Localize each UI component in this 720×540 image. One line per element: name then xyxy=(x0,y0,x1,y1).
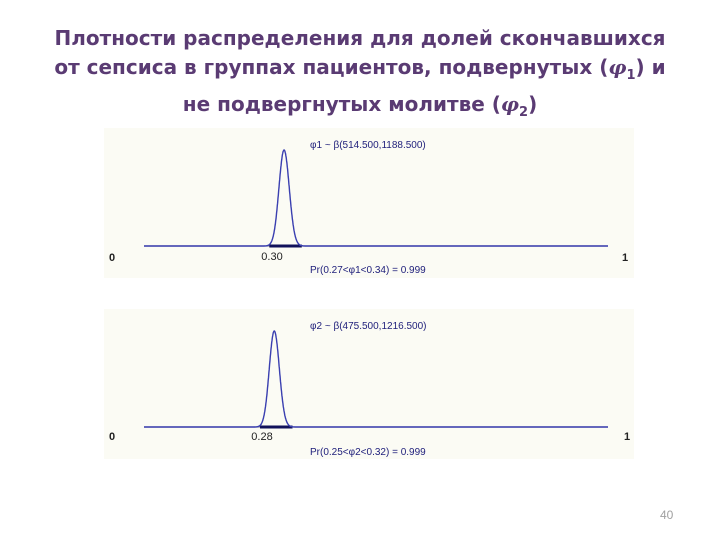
x-min-label: 0 xyxy=(109,252,115,264)
mean-tick-label: 0.28 xyxy=(251,431,272,443)
probability-label: Pr(0.25<φ2<0.32) = 0.999 xyxy=(310,447,426,458)
mean-tick-label: 0.30 xyxy=(261,251,282,263)
density-curve-phi1 xyxy=(144,149,608,247)
density-plot-phi1: φ1 ~ β(514.500,1188.500) 0 1 0.30 Pr(0.2… xyxy=(109,140,628,276)
density-panel-phi1: φ1 ~ β(514.500,1188.500) 0 1 0.30 Pr(0.2… xyxy=(104,128,634,278)
title-text-2: ) и не подвергнутых молитве ( xyxy=(182,55,666,116)
density-plot-phi2: φ2 ~ β(475.500,1216.500) 0 1 0.28 Pr(0.2… xyxy=(109,321,630,458)
page-number: 40 xyxy=(660,508,674,522)
title-text-1: Плотности распределения для долей сконча… xyxy=(54,26,666,79)
phi1-symbol: φ xyxy=(608,55,627,79)
x-max-label: 1 xyxy=(622,252,628,264)
title-text-3: ) xyxy=(528,92,538,116)
distribution-label: φ1 ~ β(514.500,1188.500) xyxy=(310,140,426,151)
phi2-subscript: 2 xyxy=(519,105,529,120)
distribution-label: φ2 ~ β(475.500,1216.500) xyxy=(310,321,427,332)
phi1-subscript: 1 xyxy=(626,68,636,83)
density-panel-phi2: φ2 ~ β(475.500,1216.500) 0 1 0.28 Pr(0.2… xyxy=(104,309,634,459)
density-curve-phi2 xyxy=(144,330,608,428)
x-min-label: 0 xyxy=(109,431,115,443)
phi2-symbol: φ xyxy=(500,92,520,116)
probability-label: Pr(0.27<φ1<0.34) = 0.999 xyxy=(310,265,426,276)
x-max-label: 1 xyxy=(624,431,630,443)
slide-title: Плотности распределения для долей сконча… xyxy=(40,24,680,127)
